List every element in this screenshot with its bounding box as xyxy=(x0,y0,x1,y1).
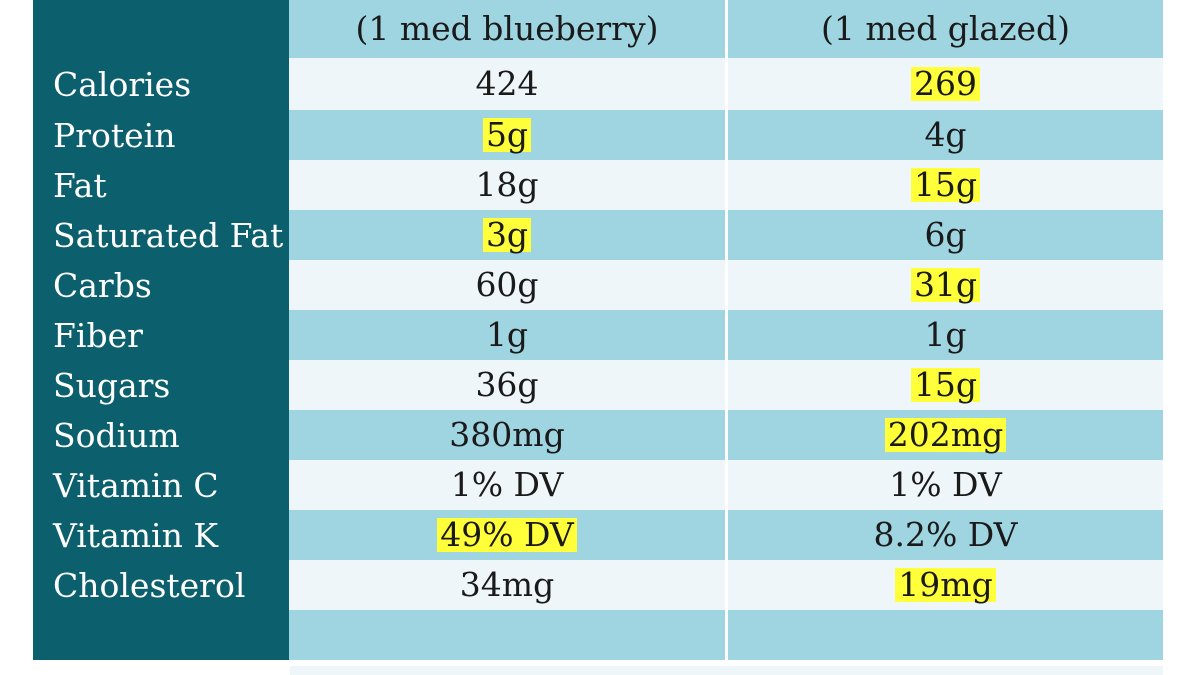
row-label: Calories xyxy=(33,58,289,110)
highlighted-value: 19mg xyxy=(895,567,996,603)
glazed-value-cell: 19mg xyxy=(725,560,1163,610)
value: 1% DV xyxy=(889,464,1002,504)
blueberry-value-cell: 18g xyxy=(289,160,725,210)
blueberry-value-cell: 424 xyxy=(289,58,725,110)
blueberry-value-cell: 380mg xyxy=(289,410,725,460)
table-row: Calories 424 269 xyxy=(33,58,1163,110)
glazed-value-cell: 15g xyxy=(725,360,1163,410)
glazed-value-cell: 269 xyxy=(725,58,1163,110)
row-label: Carbs xyxy=(33,260,289,310)
table-row: Sodium 380mg 202mg xyxy=(33,410,1163,460)
glazed-value-cell: 1% DV xyxy=(725,460,1163,510)
value: 1% DV xyxy=(450,464,564,504)
col2-subtitle: (1 med glazed) xyxy=(725,0,1163,58)
row-label: Saturated Fat xyxy=(33,210,289,260)
value: 60g xyxy=(475,264,539,304)
header-label-cell xyxy=(33,0,289,58)
value: 1g xyxy=(485,314,529,354)
highlighted-value: 15g xyxy=(910,167,981,203)
value: 36g xyxy=(475,364,539,404)
value: 4g xyxy=(924,114,967,154)
score-row-fragment xyxy=(290,666,1163,675)
highlighted-value: 202mg xyxy=(884,417,1007,453)
blueberry-value-cell: 36g xyxy=(289,360,725,410)
highlighted-value: 31g xyxy=(910,267,981,303)
table-body: Calories 424 269 Protein 5g 4g Fat 18g 15g Satura… xyxy=(33,58,1163,610)
blueberry-value-cell: 5g xyxy=(289,110,725,160)
blueberry-value-cell: 34mg xyxy=(289,560,725,610)
table-row: Vitamin C 1% DV 1% DV xyxy=(33,460,1163,510)
blueberry-value-cell: 1% DV xyxy=(289,460,725,510)
nutrition-comparison-table: (1 med blueberry) (1 med glazed) Calorie… xyxy=(33,0,1163,675)
highlighted-value: 5g xyxy=(482,117,532,153)
value: 380mg xyxy=(449,414,565,454)
row-label: Fat xyxy=(33,160,289,210)
table-row: Saturated Fat 3g 6g xyxy=(33,210,1163,260)
glazed-value-cell: 1g xyxy=(725,310,1163,360)
row-label: Sodium xyxy=(33,410,289,460)
col1-subtitle: (1 med blueberry) xyxy=(289,0,725,58)
value: 1g xyxy=(924,314,967,354)
glazed-value-cell: 31g xyxy=(725,260,1163,310)
value: 8.2% DV xyxy=(873,514,1018,554)
blueberry-value-cell: 60g xyxy=(289,260,725,310)
glazed-value-cell: 4g xyxy=(725,110,1163,160)
glazed-value-cell: 6g xyxy=(725,210,1163,260)
row-label: Vitamin C xyxy=(33,460,289,510)
value: 18g xyxy=(475,164,539,204)
table-row: Fiber 1g 1g xyxy=(33,310,1163,360)
highlighted-value: 49% DV xyxy=(437,517,577,553)
row-label: Cholesterol xyxy=(33,560,289,610)
row-label: Fiber xyxy=(33,310,289,360)
highlighted-value: 3g xyxy=(482,217,532,253)
table-row: Vitamin K 49% DV 8.2% DV xyxy=(33,510,1163,560)
table-row: Protein 5g 4g xyxy=(33,110,1163,160)
row-label: Sugars xyxy=(33,360,289,410)
table-row: Cholesterol 34mg 19mg xyxy=(33,560,1163,610)
value: 424 xyxy=(475,63,539,103)
highlighted-value: 269 xyxy=(911,66,980,102)
blueberry-value-cell: 3g xyxy=(289,210,725,260)
blueberry-value-cell: 1g xyxy=(289,310,725,360)
header-row: (1 med blueberry) (1 med glazed) xyxy=(33,0,1163,58)
row-label: Protein xyxy=(33,110,289,160)
glazed-value-cell: 15g xyxy=(725,160,1163,210)
blueberry-value-cell: 49% DV xyxy=(289,510,725,560)
highlighted-value: 15g xyxy=(910,367,981,403)
spacer-row xyxy=(33,610,1163,660)
table-row: Carbs 60g 31g xyxy=(33,260,1163,310)
value: 6g xyxy=(924,214,967,254)
glazed-value-cell: 202mg xyxy=(725,410,1163,460)
glazed-value-cell: 8.2% DV xyxy=(725,510,1163,560)
table-row: Fat 18g 15g xyxy=(33,160,1163,210)
value: 34mg xyxy=(459,564,555,604)
table-row: Sugars 36g 15g xyxy=(33,360,1163,410)
row-label: Vitamin K xyxy=(33,510,289,560)
